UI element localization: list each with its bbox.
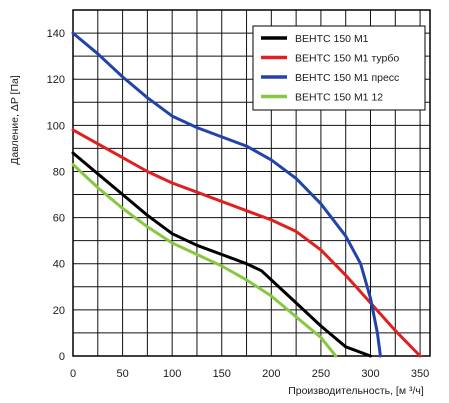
x-tick-label: 200 (262, 368, 280, 380)
y-axis-ticks: 0 20 40 60 80 100 120 140 (47, 28, 65, 363)
x-tick-label: 300 (361, 368, 379, 380)
x-tick-label: 350 (411, 368, 429, 380)
legend-label-2: ВЕНТС 150 М1 турбо (295, 53, 399, 65)
series-line-4 (71, 163, 338, 358)
series-line-3 (71, 31, 382, 358)
series-line-1 (71, 151, 372, 358)
legend: ВЕНТС 150 М1 ВЕНТС 150 М1 турбо ВЕНТС 150 … (252, 25, 426, 111)
y-tick-label: 0 (59, 351, 65, 363)
legend-label-4: ВЕНТС 150 М1 12 (295, 92, 383, 104)
y-tick-label: 60 (53, 213, 65, 225)
x-tick-label: 50 (116, 368, 128, 380)
plot-frame (72, 9, 431, 357)
legend-label-1: ВЕНТС 150 М1 (295, 33, 369, 45)
y-tick-label: 120 (47, 74, 65, 86)
y-tick-label: 80 (53, 166, 65, 178)
series-line-2 (71, 128, 422, 358)
y-tick-label: 140 (47, 28, 65, 40)
series-lines (71, 31, 422, 358)
y-tick-label: 40 (53, 259, 65, 271)
x-tick-label: 250 (312, 368, 330, 380)
y-axis-label: Давление, ΔP [Па] (9, 75, 21, 165)
legend-label-3: ВЕНТС 150 М1 пресс (295, 72, 399, 84)
y-tick-label: 20 (53, 305, 65, 317)
plot-border (72, 9, 431, 357)
x-axis-label: Производительность, [м ³/ч] (288, 385, 424, 397)
x-tick-label: 0 (70, 368, 76, 380)
y-tick-label: 100 (47, 120, 65, 132)
x-tick-label: 150 (213, 368, 231, 380)
x-axis-ticks: 0 50 100 150 200 250 300 350 (70, 368, 429, 380)
x-tick-label: 100 (163, 368, 181, 380)
